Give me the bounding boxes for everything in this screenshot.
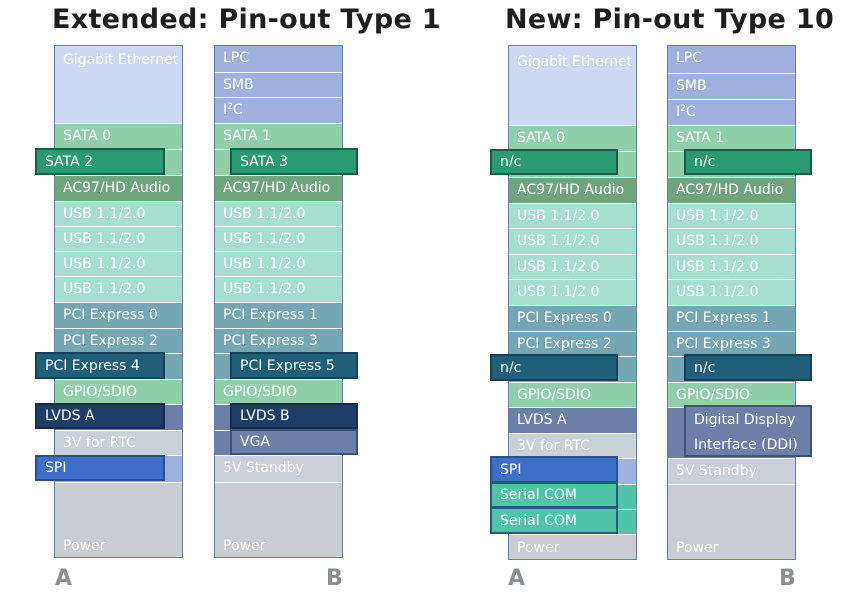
i2c-cell: I2C	[668, 99, 795, 125]
sata2-tag: SATA 2	[35, 148, 165, 175]
spi-tag: SPI	[35, 455, 165, 481]
power-cell: Power	[215, 482, 342, 557]
usb-cell: USB 1.1/2.0	[55, 251, 182, 276]
power-cell: Power	[509, 534, 636, 559]
sata0-cell: SATA 0	[509, 125, 636, 151]
audio-cell: AC97/HD Audio	[55, 175, 182, 201]
gigabit-ethernet-cell: Gigabit Ethernet	[55, 46, 182, 123]
pci-express-3-cell: PCI Express 3	[215, 328, 342, 353]
usb-cell: USB 1.1/2.0	[215, 276, 342, 302]
type1-row-b-column: LPC SMB I2C SATA 1 AC97/HD Audio USB 1.1…	[214, 45, 343, 558]
usb-cell: USB 1.1/2.0	[215, 226, 342, 251]
sata1-cell: SATA 1	[668, 125, 795, 151]
lvds-b-tag: LVDS B	[230, 403, 358, 429]
lvds-a-cell: LVDS A	[509, 407, 636, 433]
usb-cell: USB 1.1/2.0	[55, 226, 182, 251]
rtc-cell: 3V for RTC	[55, 430, 182, 455]
gpio-cell: GPIO/SDIO	[509, 382, 636, 407]
pci-express-5-tag: PCI Express 5	[230, 352, 358, 379]
row-b-label: B	[779, 566, 796, 591]
ddi-line-2: Interface (DDI)	[694, 437, 798, 453]
smb-cell: SMB	[215, 72, 342, 97]
gpio-cell: GPIO/SDIO	[668, 382, 795, 407]
title-type1: Extended: Pin-out Type 1	[52, 4, 441, 35]
nc-tag-pci: n/c	[490, 354, 618, 381]
audio-cell: AC97/HD Audio	[215, 175, 342, 201]
pci-express-2-cell: PCI Express 2	[509, 331, 636, 356]
i2c-text: I	[223, 102, 228, 118]
spi-tag: SPI	[490, 456, 618, 483]
nc-tag-pci: n/c	[684, 354, 812, 381]
lpc-cell: LPC	[215, 46, 342, 72]
i2c-cell: I2C	[215, 97, 342, 123]
row-a-label: A	[55, 566, 73, 591]
i2c-tail: C	[685, 104, 696, 120]
usb-cell: USB 1.1/2.0	[668, 254, 795, 279]
audio-cell: AC97/HD Audio	[509, 177, 636, 203]
usb-cell: USB 1.1/2.0	[509, 203, 636, 228]
pci-express-1-cell: PCI Express 1	[215, 302, 342, 328]
smb-cell: SMB	[668, 73, 795, 99]
i2c-tail: C	[232, 102, 243, 118]
pci-express-1-cell: PCI Express 1	[668, 305, 795, 331]
lvds-a-tag: LVDS A	[35, 403, 165, 429]
i2c-superscript: 2	[680, 104, 686, 114]
standby-cell: 5V Standby	[215, 455, 342, 482]
usb-cell: USB 1.1/2.0	[668, 203, 795, 228]
sata1-cell: SATA 1	[215, 123, 342, 149]
usb-cell: USB 1.1/2.0	[215, 201, 342, 226]
usb-cell: USB 1.1/2.0	[509, 228, 636, 254]
ddi-line-1: Digital Display	[694, 412, 796, 428]
usb-cell: USB 1.1/2.0	[55, 201, 182, 226]
usb-cell: USB 1.1/2.0	[509, 254, 636, 279]
power-cell: Power	[668, 484, 795, 559]
type1-row-a-column: Gigabit Ethernet SATA 0 AC97/HD Audio US…	[54, 45, 183, 558]
usb-cell: USB 1.1/2.0	[668, 228, 795, 254]
i2c-text: I	[676, 104, 681, 120]
pci-express-3-cell: PCI Express 3	[668, 331, 795, 356]
type10-row-b-column: LPC SMB I2C SATA 1 AC97/HD Audio USB 1.1…	[667, 45, 796, 560]
title-type10: New: Pin-out Type 10	[505, 4, 835, 35]
audio-cell: AC97/HD Audio	[668, 177, 795, 203]
usb-cell: USB 1.1/2.0	[55, 276, 182, 302]
pci-express-4-tag: PCI Express 4	[35, 352, 165, 379]
power-cell: Power	[55, 482, 182, 557]
usb-cell: USB 1.1/2.0	[668, 279, 795, 305]
sata0-cell: SATA 0	[55, 123, 182, 149]
vga-tag: VGA	[230, 429, 358, 455]
usb-cell: USB 1.1/2.0	[509, 279, 636, 305]
rtc-cell: 3V for RTC	[509, 433, 636, 458]
pci-express-0-cell: PCI Express 0	[509, 305, 636, 331]
i2c-superscript: 2	[227, 102, 233, 112]
row-a-label: A	[508, 566, 526, 591]
ddi-tag: Digital Display Interface (DDI)	[684, 405, 812, 457]
gpio-cell: GPIO/SDIO	[215, 379, 342, 404]
gpio-cell: GPIO/SDIO	[55, 379, 182, 404]
pci-express-0-cell: PCI Express 0	[55, 302, 182, 328]
lpc-cell: LPC	[668, 46, 795, 73]
usb-cell: USB 1.1/2.0	[215, 251, 342, 276]
standby-cell: 5V Standby	[668, 458, 795, 484]
nc-tag-sata: n/c	[684, 149, 812, 175]
serial-com-tag: Serial COM	[490, 482, 618, 508]
nc-tag-sata: n/c	[490, 149, 618, 175]
sata3-tag: SATA 3	[230, 148, 358, 175]
row-b-label: B	[326, 566, 343, 591]
serial-com-tag: Serial COM	[490, 507, 618, 534]
gigabit-ethernet-cell: Gigabit Ethernet	[509, 46, 636, 125]
pci-express-2-cell: PCI Express 2	[55, 328, 182, 353]
